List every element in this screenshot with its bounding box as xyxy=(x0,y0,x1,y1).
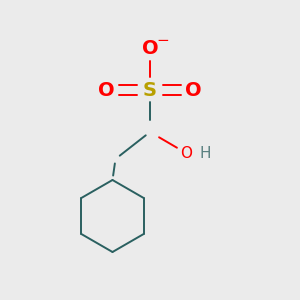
Text: O: O xyxy=(180,146,192,160)
Text: O: O xyxy=(98,80,115,100)
Text: O: O xyxy=(142,38,158,58)
Text: O: O xyxy=(185,80,202,100)
Text: S: S xyxy=(143,80,157,100)
Text: H: H xyxy=(200,146,211,160)
Text: −: − xyxy=(156,33,169,48)
